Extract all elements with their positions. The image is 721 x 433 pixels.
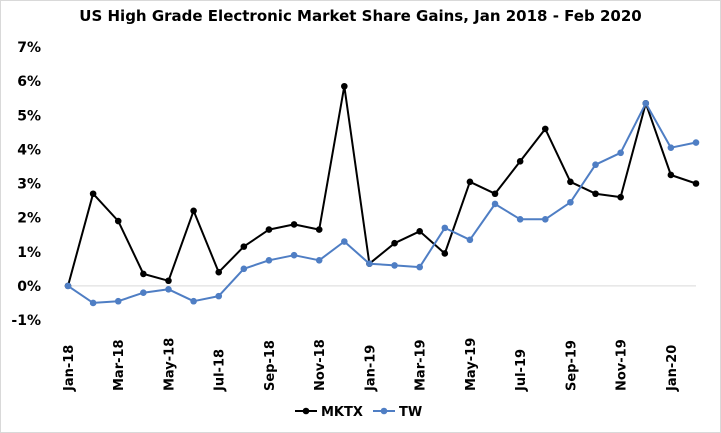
x-tick-label: Mar-19 (414, 339, 429, 391)
data-point (190, 207, 197, 215)
legend-item: MKTX (295, 405, 363, 420)
data-point (692, 139, 700, 146)
data-point (341, 238, 348, 245)
data-point (240, 243, 248, 250)
data-point (391, 239, 398, 247)
data-point (592, 190, 599, 198)
data-point (190, 297, 197, 305)
data-point (165, 285, 172, 293)
series-line (67, 85, 697, 287)
data-point (140, 289, 147, 297)
data-point (391, 262, 398, 269)
data-point (366, 260, 373, 267)
y-tick-label: 4% (17, 142, 41, 158)
data-point (64, 282, 72, 290)
x-tick-label: May-19 (464, 338, 479, 391)
data-point (667, 171, 675, 179)
y-tick-label: 6% (17, 74, 41, 90)
data-point (541, 125, 549, 133)
data-point (341, 82, 348, 90)
data-point (416, 227, 423, 235)
legend-swatch-marker (302, 407, 310, 415)
data-point (441, 224, 449, 232)
y-tick-label: 2% (17, 211, 41, 227)
series-tw (64, 100, 700, 307)
data-point (567, 198, 574, 206)
legend-label: MKTX (321, 405, 363, 420)
data-point (140, 270, 147, 278)
data-point (491, 200, 499, 208)
legend-item: TW (373, 405, 422, 420)
legend: MKTX TW (295, 405, 422, 420)
data-point (667, 144, 675, 151)
data-point (617, 149, 624, 157)
data-point (290, 251, 298, 259)
data-point (516, 158, 524, 165)
legend-label: TW (399, 405, 422, 420)
data-point (692, 180, 700, 187)
data-point (215, 292, 223, 300)
data-point (491, 190, 499, 198)
data-point (592, 161, 599, 169)
data-point (416, 263, 423, 271)
x-tick-label: Sep-18 (263, 340, 278, 391)
data-point (114, 217, 122, 225)
y-tick-label: 0% (17, 279, 41, 295)
data-point (466, 236, 474, 244)
y-axis-ticks: -1% 0% 1% 2% 3% 4% 5% 6% 7% (11, 40, 41, 329)
legend-swatch-marker (380, 407, 388, 415)
x-tick-label: Jan-18 (62, 345, 77, 392)
y-tick-label: 3% (17, 177, 41, 193)
series-line (67, 102, 697, 304)
data-point (315, 256, 323, 264)
data-point (265, 256, 273, 264)
x-tick-label: Nov-18 (313, 339, 328, 391)
data-point (114, 297, 122, 305)
data-point (265, 226, 273, 233)
data-point (89, 299, 97, 307)
y-tick-label: -1% (11, 313, 41, 329)
data-point (215, 268, 223, 276)
x-tick-label: Jul-18 (213, 349, 228, 392)
y-tick-label: 5% (17, 108, 41, 124)
data-point (567, 178, 574, 186)
y-tick-label: 7% (17, 40, 41, 56)
x-axis-ticks: Jan-18 Mar-18 May-18 Jul-18 Sep-18 Nov-18 Jan-… (62, 338, 680, 392)
chart-title: US High Grade Electronic Market Share Ga… (79, 7, 642, 25)
data-point (441, 250, 449, 257)
data-point (617, 193, 624, 201)
data-point (165, 277, 172, 285)
x-tick-label: Mar-18 (112, 339, 127, 391)
data-point (541, 216, 549, 223)
data-point (89, 190, 97, 198)
data-point (315, 226, 323, 233)
series-layer (64, 82, 700, 307)
x-tick-label: Nov-19 (615, 339, 630, 391)
y-tick-label: 1% (17, 245, 41, 261)
x-tick-label: Jan-20 (665, 345, 680, 392)
data-point (240, 265, 248, 273)
data-point (516, 216, 524, 223)
data-point (466, 178, 474, 186)
series-mktx (64, 82, 700, 290)
x-tick-label: Jul-19 (514, 349, 529, 392)
x-tick-label: May-18 (162, 338, 177, 391)
data-point (290, 221, 298, 228)
x-tick-label: Sep-19 (564, 340, 579, 391)
x-tick-label: Jan-19 (363, 345, 378, 392)
data-point (642, 100, 650, 107)
